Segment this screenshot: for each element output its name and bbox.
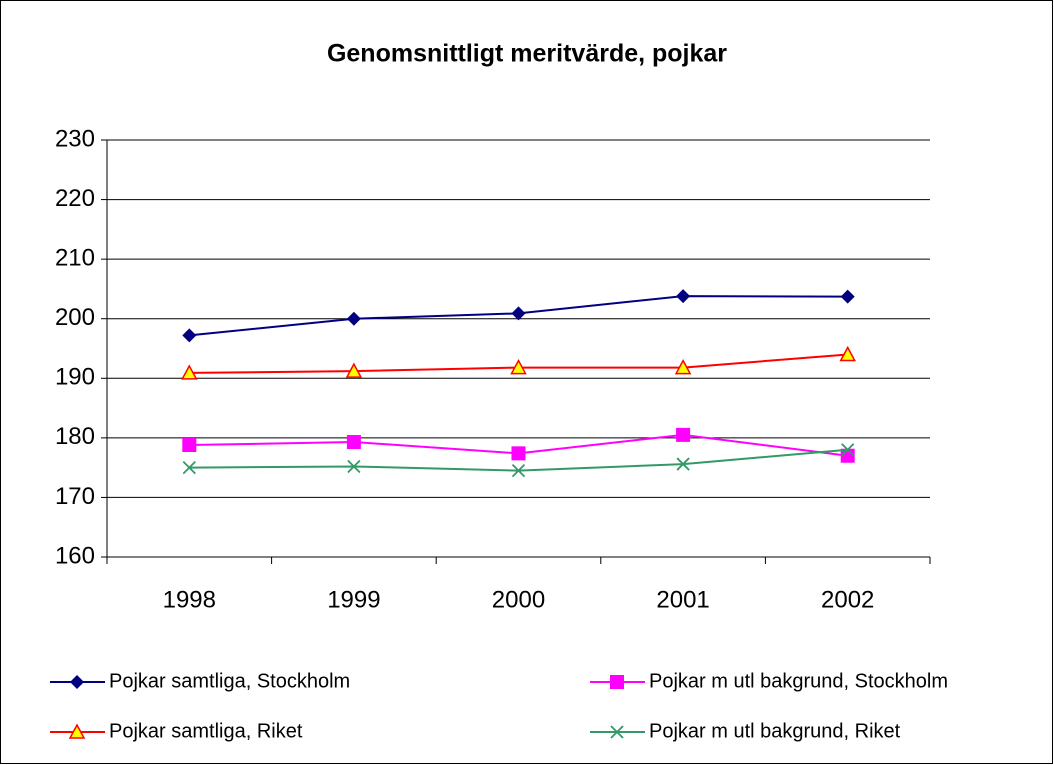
- series: [182, 427, 855, 463]
- marker: [510, 358, 527, 375]
- legend-label: Pojkar m utl bakgrund, Stockholm: [649, 670, 948, 692]
- legend-label: Pojkar samtliga, Riket: [109, 720, 303, 742]
- y-tick-label: 210: [55, 244, 95, 271]
- marker: [347, 459, 361, 474]
- marker: [674, 358, 692, 375]
- marker: [346, 311, 361, 326]
- legend-item: Pojkar samtliga, Stockholm: [50, 670, 350, 692]
- marker: [610, 725, 624, 739]
- marker: [839, 345, 856, 362]
- marker: [181, 364, 198, 380]
- marker: [841, 443, 855, 457]
- legend-item: Pojkar m utl bakgrund, Stockholm: [590, 670, 948, 692]
- marker: [676, 457, 690, 471]
- marker: [676, 289, 691, 304]
- y-tick-label: 170: [55, 483, 95, 510]
- legend-label: Pojkar m utl bakgrund, Riket: [649, 720, 901, 742]
- marker: [70, 675, 84, 689]
- marker: [511, 463, 526, 478]
- chart-title: Genomsnittligt meritvärde, pojkar: [327, 40, 727, 68]
- x-tick-label: 1998: [163, 586, 216, 613]
- x-tick-label: 2002: [821, 586, 874, 613]
- marker: [676, 427, 691, 442]
- x-tick-label: 2001: [656, 586, 709, 613]
- y-tick-label: 220: [55, 185, 95, 212]
- marker: [68, 723, 86, 739]
- marker: [511, 446, 526, 461]
- legend-item: Pojkar m utl bakgrund, Riket: [590, 720, 901, 742]
- marker: [610, 675, 624, 689]
- marker: [182, 438, 197, 453]
- marker: [511, 306, 526, 321]
- marker: [182, 328, 197, 343]
- legend-item: Pojkar samtliga, Riket: [50, 720, 303, 742]
- y-tick-label: 190: [55, 364, 95, 391]
- marker: [346, 435, 361, 450]
- y-tick-label: 180: [55, 423, 95, 450]
- x-tick-label: 2000: [492, 586, 545, 613]
- x-tick-label: 1999: [327, 586, 380, 613]
- y-tick-label: 160: [55, 542, 95, 569]
- legend-label: Pojkar samtliga, Stockholm: [109, 670, 350, 692]
- series: [182, 443, 855, 478]
- series: [182, 289, 855, 343]
- marker: [182, 461, 196, 475]
- marker: [345, 362, 363, 378]
- y-tick-label: 200: [55, 304, 95, 331]
- marker: [840, 289, 855, 304]
- y-tick-label: 230: [55, 125, 95, 152]
- series: [181, 345, 856, 380]
